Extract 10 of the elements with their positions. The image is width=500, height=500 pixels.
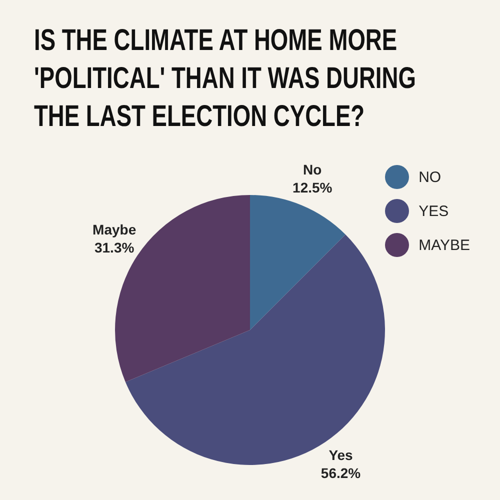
chart-title: IS THE CLIMATE AT HOME MORE 'POLITICAL' THAN IT WAS DURING THE LAST ELECTION CYCLE? [34, 23, 417, 135]
legend-label: MAYBE [418, 236, 470, 254]
data-label: 12.5% [292, 179, 333, 196]
text: No [303, 161, 322, 178]
data-label: 31.3% [94, 240, 135, 256]
data-label: 56.2% [320, 465, 362, 482]
text: Maybe [92, 222, 136, 238]
legend-label: YES [418, 202, 449, 220]
text: Yes [328, 447, 354, 464]
legend-label: NO [418, 168, 442, 186]
